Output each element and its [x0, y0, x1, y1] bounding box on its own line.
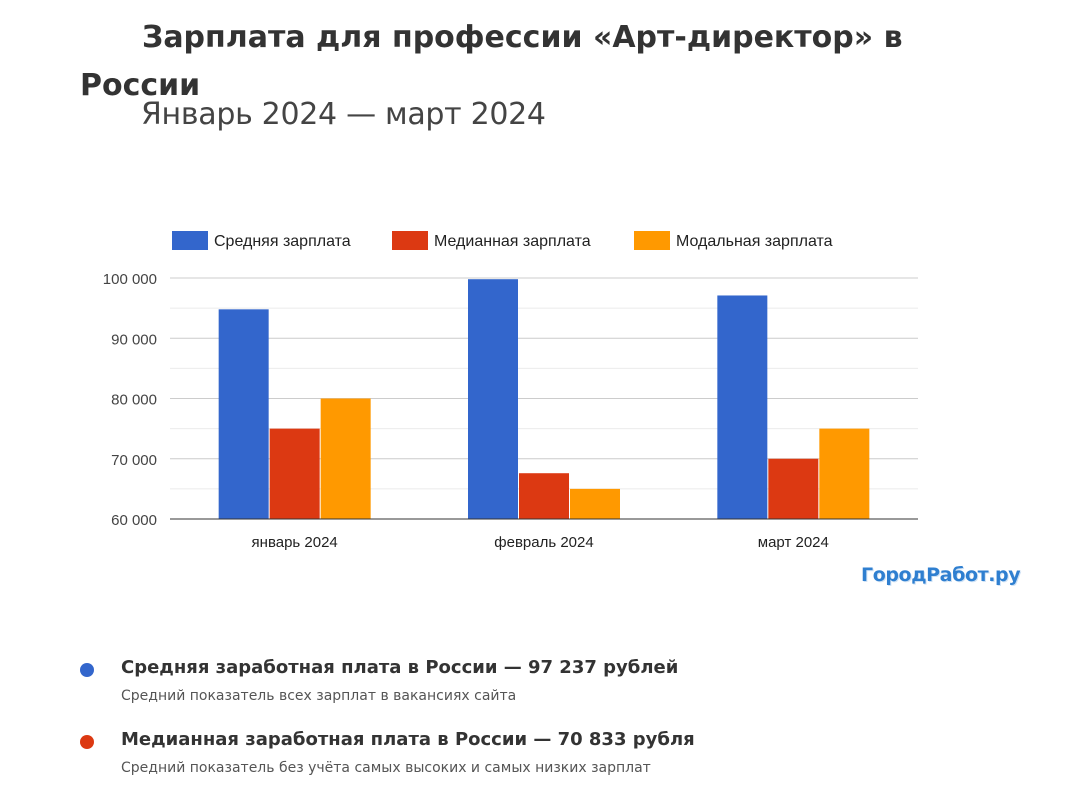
bar	[717, 295, 768, 519]
x-tick-label: март 2024	[758, 534, 829, 551]
legend-label: Модальная зарплата	[676, 233, 833, 250]
x-tick-label: январь 2024	[252, 534, 338, 551]
bar	[768, 458, 819, 519]
bar	[570, 488, 620, 519]
chart-bars	[218, 279, 870, 519]
mean-dot-icon	[80, 663, 94, 677]
bar	[269, 428, 320, 519]
legend-swatch	[172, 231, 208, 250]
y-tick-label: 70 000	[111, 452, 157, 469]
x-tick-label: февраль 2024	[494, 534, 593, 551]
chart-subtitle: Январь 2024 — март 2024	[141, 97, 546, 132]
info-heading: Средняя заработная плата в России — 97 2…	[121, 657, 679, 678]
chart-title: Зарплата для профессии «Арт-директор» в …	[80, 20, 903, 103]
bar	[218, 309, 269, 519]
x-axis: январь 2024 февраль 2024 март 2024	[170, 518, 918, 551]
chart-legend: Средняя зарплата Медианная зарплата Модаль…	[172, 231, 833, 250]
bar-chart: Средняя зарплата Медианная зарплата Модаль…	[103, 231, 918, 551]
info-description: Средний показатель всех зарплат в ваканс…	[121, 688, 517, 704]
y-tick-label: 60 000	[111, 512, 157, 529]
y-tick-label: 80 000	[111, 392, 157, 409]
legend-swatch	[634, 231, 670, 250]
y-axis: 60 000 70 000 80 000 90 000 100 000	[103, 271, 157, 529]
legend-swatch	[392, 231, 428, 250]
info-heading: Медианная заработная плата в России — 70…	[121, 729, 695, 750]
bar	[320, 398, 371, 519]
y-tick-label: 100 000	[103, 271, 157, 288]
legend-label: Медианная зарплата	[434, 233, 591, 250]
bar	[519, 473, 569, 519]
brand-logo[interactable]: ГородРабот.ру	[861, 564, 1021, 586]
bar	[468, 279, 518, 519]
legend-label: Средняя зарплата	[214, 233, 351, 250]
median-dot-icon	[80, 735, 94, 749]
bar	[819, 428, 870, 519]
y-tick-label: 90 000	[111, 331, 157, 348]
info-description: Средний показатель без учёта самых высок…	[121, 760, 651, 776]
